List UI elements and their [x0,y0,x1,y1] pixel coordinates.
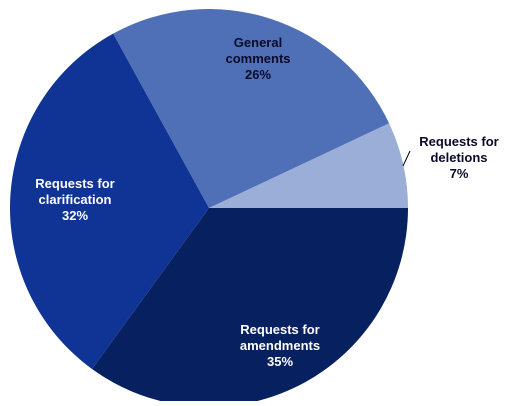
pie-category-label: Requests for [35,176,114,191]
pie-slices [9,8,408,406]
pie-percent-label: 26% [245,67,271,82]
pie-percent-label: 7% [450,166,469,181]
pie-category-label: Requests for [240,322,319,337]
pie-category-label: amendments [240,338,320,353]
pie-category-label: deletions [430,150,487,165]
pie-labels: Requests fordeletions7%Generalcomments26… [35,35,498,369]
deletions-leader-line [402,150,411,167]
pie-category-label: General [234,35,282,50]
pie-slice-2 [9,33,210,369]
pie-category-label: clarification [39,192,112,207]
pie-category-label: comments [225,51,290,66]
pie-percent-label: 35% [267,354,293,369]
pie-percent-label: 32% [62,208,88,223]
pie-slice-0 [209,123,408,208]
pie-slice-3 [92,208,408,406]
pie-category-label: Requests for [419,134,498,149]
pie-slice-1 [113,8,390,209]
